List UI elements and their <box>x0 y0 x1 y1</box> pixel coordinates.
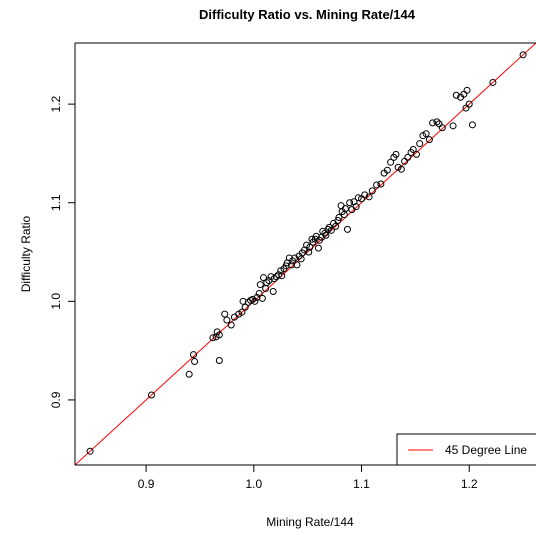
data-point <box>335 214 343 222</box>
data-point <box>238 308 246 316</box>
data-point <box>344 225 352 233</box>
legend: 45 Degree Line <box>396 433 536 466</box>
data-point <box>147 391 155 399</box>
data-point <box>422 130 430 138</box>
data-point <box>452 91 460 99</box>
data-point <box>397 165 405 173</box>
data-point <box>86 447 94 455</box>
data-point <box>354 194 362 202</box>
x-tick-label: 1.0 <box>245 477 262 491</box>
data-point <box>404 153 412 161</box>
y-tick-label: 0.9 <box>49 391 63 408</box>
y-tick-label: 1.0 <box>49 293 63 310</box>
data-point <box>258 294 266 302</box>
chart-title: Difficulty Ratio vs. Mining Rate/144 <box>199 7 416 22</box>
data-point <box>215 331 223 339</box>
data-point <box>409 145 417 153</box>
data-point <box>519 51 527 59</box>
data-point <box>287 261 295 269</box>
data-point <box>314 244 322 252</box>
data-point <box>191 357 199 365</box>
data-point <box>255 289 263 297</box>
data-point <box>327 226 335 234</box>
data-point <box>263 279 271 287</box>
data-point <box>209 334 217 342</box>
data-point <box>189 351 197 359</box>
data-point <box>368 187 376 195</box>
data-point <box>468 121 476 129</box>
data-point <box>275 271 283 279</box>
x-tick-label: 0.9 <box>138 477 155 491</box>
data-point <box>256 281 264 289</box>
data-point <box>449 122 457 130</box>
data-point <box>412 150 420 158</box>
data-point <box>429 119 437 127</box>
data-point <box>311 235 319 243</box>
data-point <box>438 124 446 132</box>
data-point <box>270 275 278 283</box>
data-point <box>425 136 433 144</box>
data-point <box>377 180 385 188</box>
data-point <box>361 191 369 199</box>
data-point <box>332 222 340 230</box>
legend-label: 45 Degree Line <box>445 443 527 457</box>
y-tick-label: 1.1 <box>49 194 63 211</box>
data-point <box>215 356 223 364</box>
data-point <box>334 216 342 224</box>
data-point <box>305 248 313 256</box>
data-point <box>221 310 229 318</box>
data-point <box>322 231 330 239</box>
data-point <box>269 287 277 295</box>
data-point <box>278 272 286 280</box>
data-point <box>306 243 314 251</box>
data-point <box>489 78 497 86</box>
y-tick-label: 1.2 <box>49 95 63 112</box>
data-point <box>227 321 235 329</box>
data-point <box>223 316 231 324</box>
data-point <box>387 158 395 166</box>
data-point <box>185 370 193 378</box>
data-point <box>373 181 381 189</box>
x-axis-label: Mining Rate/144 <box>266 515 354 529</box>
data-point <box>365 193 373 201</box>
data-point <box>251 297 259 305</box>
data-point <box>352 203 360 211</box>
y-axis-label: Difficulty Ratio <box>19 215 33 292</box>
data-point <box>249 295 257 303</box>
data-point <box>416 140 424 148</box>
data-point <box>259 274 267 282</box>
data-point <box>392 150 400 158</box>
data-point <box>433 118 441 126</box>
data-point <box>346 199 354 207</box>
data-point <box>241 303 249 311</box>
x-tick-label: 1.2 <box>461 477 478 491</box>
data-point <box>291 254 299 262</box>
data-point <box>341 205 349 213</box>
data-point <box>383 166 391 174</box>
data-point <box>293 261 301 269</box>
x-tick-label: 1.1 <box>353 477 370 491</box>
data-point <box>463 86 471 94</box>
data-point <box>465 100 473 108</box>
